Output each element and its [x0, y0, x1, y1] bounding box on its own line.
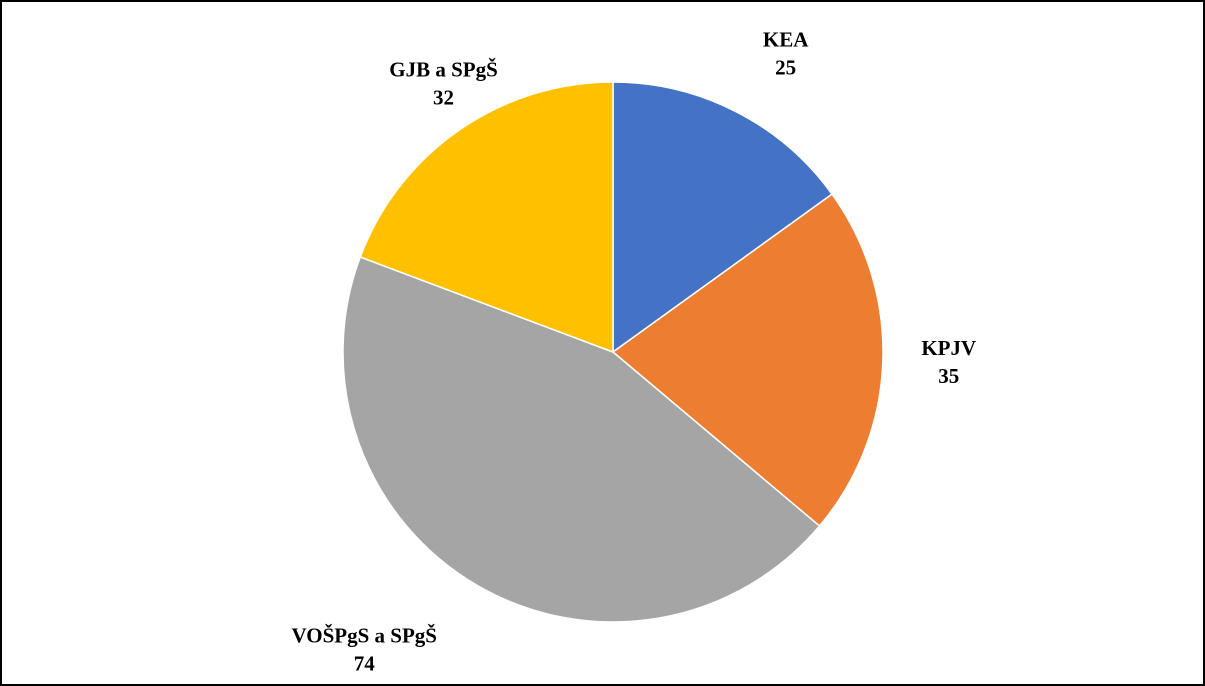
data-label-category: VOŠPgS a SPgŠ [292, 623, 437, 647]
data-label-value: 35 [938, 364, 959, 388]
data-label: GJB a SPgŠ 32 [389, 57, 498, 109]
pie-slice [612, 81, 834, 354]
pie-slice [359, 81, 614, 354]
data-label-value: 74 [354, 651, 376, 675]
pie-slice [342, 256, 821, 623]
data-label: KPJV 35 [921, 336, 976, 388]
pie-slice [611, 193, 884, 528]
data-label-category: KEA [763, 27, 809, 51]
data-label-value: 25 [775, 55, 796, 79]
data-label-value: 32 [433, 85, 454, 109]
data-label-category: GJB a SPgŠ [389, 57, 498, 81]
data-label-category: KPJV [921, 336, 976, 360]
data-label: KEA 25 [763, 27, 809, 79]
data-label: VOŠPgS a SPgŠ 74 [292, 623, 437, 675]
